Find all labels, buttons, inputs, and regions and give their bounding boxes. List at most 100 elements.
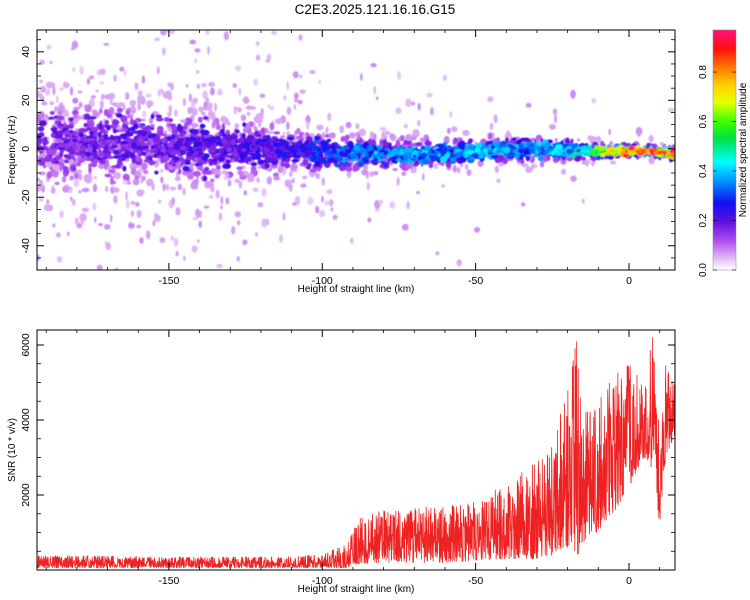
heatmap-cell <box>490 155 498 159</box>
heatmap-cell <box>57 123 65 127</box>
heatmap-cell <box>157 155 163 159</box>
snr-x-label: Height of straight line (km) <box>298 584 415 595</box>
heatmap-cell <box>305 149 311 154</box>
heatmap-cell <box>98 223 104 227</box>
heatmap-cell <box>134 201 140 207</box>
heatmap-cell <box>88 116 97 120</box>
heatmap-cell <box>207 158 214 164</box>
heatmap-cell <box>246 111 251 117</box>
heatmap-cell <box>56 115 65 121</box>
heatmap-cell <box>417 119 421 127</box>
heatmap-cell <box>54 134 62 139</box>
heatmap-cell <box>244 150 250 154</box>
heatmap-cell <box>274 118 283 125</box>
heatmap-cell <box>265 143 272 149</box>
heatmap-cell <box>59 165 63 172</box>
heatmap-cell <box>452 138 457 146</box>
heatmap-cell <box>209 87 215 96</box>
heatmap-cell <box>292 177 295 184</box>
heatmap-cell <box>289 170 293 178</box>
y-tick-label: 40 <box>20 46 32 58</box>
heatmap-cell <box>609 140 614 147</box>
heatmap-cell <box>185 156 193 161</box>
heatmap-cell <box>207 102 213 111</box>
heatmap-cell <box>41 299 47 306</box>
heatmap-cell <box>105 242 111 251</box>
heatmap-cell <box>64 130 70 135</box>
heatmap-cell <box>242 96 250 104</box>
heatmap-cell <box>176 151 181 156</box>
heatmap-cell <box>192 128 199 135</box>
heatmap-cell <box>182 255 186 261</box>
heatmap-cell <box>119 133 128 137</box>
heatmap-cell <box>216 164 221 171</box>
heatmap-cell <box>169 150 177 156</box>
heatmap-cell <box>58 146 64 151</box>
heatmap-cell <box>357 134 361 141</box>
heatmap-cell <box>174 109 178 117</box>
heatmap-cell <box>215 117 220 125</box>
heatmap-cell <box>94 216 97 223</box>
heatmap-cell <box>294 130 299 135</box>
heatmap-cell <box>94 89 100 93</box>
heatmap-cell <box>71 166 77 172</box>
heatmap-cell <box>234 123 240 129</box>
heatmap-cell <box>38 132 45 138</box>
heatmap-cell <box>238 87 242 96</box>
heatmap-cell <box>507 153 514 158</box>
heatmap-cell <box>327 157 335 163</box>
heatmap-cell <box>177 123 182 128</box>
heatmap-cell <box>150 145 155 150</box>
heatmap-cell <box>125 199 130 209</box>
heatmap-cell <box>487 96 494 103</box>
heatmap-cell <box>540 147 546 151</box>
heatmap-cell <box>181 130 187 136</box>
heatmap-cell <box>186 171 195 180</box>
heatmap-cell <box>243 144 251 147</box>
heatmap-cell <box>227 179 232 187</box>
heatmap-cell <box>172 156 180 161</box>
heatmap-cell <box>449 153 457 158</box>
heatmap-cell <box>293 98 299 103</box>
heatmap-cell <box>454 152 462 159</box>
heatmap-cell <box>86 135 94 139</box>
heatmap-cell <box>102 7 108 10</box>
heatmap-cell <box>298 74 303 79</box>
heatmap-cell <box>180 145 187 151</box>
heatmap-cell <box>58 87 65 91</box>
heatmap-cell <box>109 97 113 105</box>
heatmap-cell <box>57 110 63 116</box>
heatmap-cell <box>78 190 82 194</box>
heatmap-cell <box>109 124 118 130</box>
x-tick-label: -100 <box>312 275 333 287</box>
heatmap-cell <box>129 126 136 132</box>
heatmap-cell <box>89 155 96 163</box>
heatmap-cell <box>177 183 182 191</box>
heatmap-cell <box>143 159 151 163</box>
heatmap-cell <box>86 173 92 179</box>
heatmap-cell <box>255 157 261 160</box>
heatmap-cell <box>327 112 332 122</box>
heatmap-cell <box>110 180 117 185</box>
snr-line <box>37 337 675 569</box>
heatmap-cell <box>52 86 56 96</box>
heatmap-cell <box>448 148 454 153</box>
heatmap-cell <box>498 162 505 167</box>
heatmap-cell <box>160 176 164 184</box>
heatmap-cell <box>194 58 197 64</box>
heatmap-cell <box>51 126 58 133</box>
heatmap-cell <box>41 101 48 106</box>
heatmap-cell <box>78 131 85 138</box>
heatmap-cell <box>356 152 362 156</box>
heatmap-cell <box>131 142 136 149</box>
heatmap-cell <box>97 131 102 138</box>
heatmap-cell <box>269 105 275 111</box>
heatmap-cell <box>156 130 164 137</box>
heatmap-cell <box>373 85 377 95</box>
heatmap-cell <box>616 151 622 155</box>
heatmap-cell <box>49 110 55 116</box>
heatmap-cell <box>225 173 230 178</box>
heatmap-cell <box>428 162 434 169</box>
figure-title: C2E3.2025.121.16.16.G15 <box>295 2 456 17</box>
heatmap-cell <box>424 145 432 150</box>
